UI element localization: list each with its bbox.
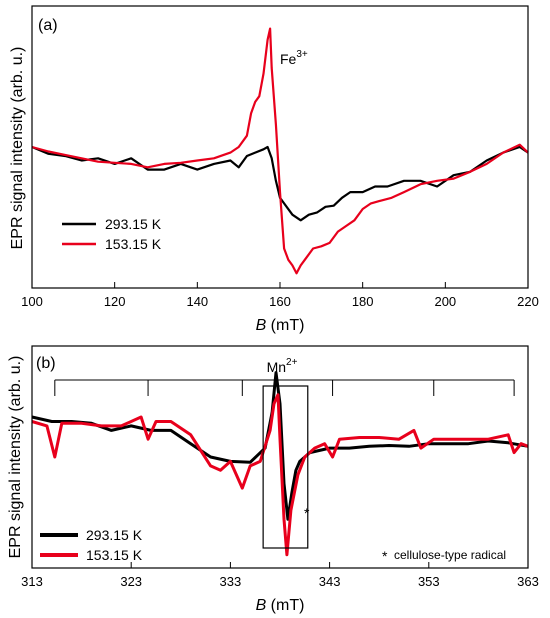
panel-b-series-153-15k-line bbox=[31, 393, 529, 557]
panel-b-x-axis-unit: (mT) bbox=[266, 597, 304, 614]
panel-a-x-axis-symbol: B bbox=[256, 317, 267, 334]
panel-a-legend-label-1: 293.15 K bbox=[105, 216, 162, 232]
panel-a-legend-label-2: 153.15 K bbox=[105, 236, 162, 252]
panel-a-y-axis-label: EPR signal intensity (arb. u.) bbox=[9, 47, 26, 250]
panel-a-x-axis-unit: (mT) bbox=[266, 317, 304, 334]
panel-b-x-tick-label-333: 333 bbox=[220, 574, 242, 589]
fe3-annotation-sup: 3+ bbox=[296, 49, 308, 60]
panel-b-x-axis-label: B (mT) bbox=[256, 597, 305, 614]
mn-hyperfine-markers bbox=[54, 379, 515, 396]
asterisk-marker: * bbox=[304, 505, 310, 521]
panel-b-legend-label-2: 153.15 K bbox=[86, 547, 143, 563]
panel-a-legend: 293.15 K 153.15 K bbox=[62, 216, 162, 252]
mn2-annotation: Mn2+ bbox=[267, 357, 298, 375]
panel-a-x-tick-label-160: 160 bbox=[269, 294, 291, 309]
panel-a-x-axis-label: B (mT) bbox=[256, 317, 305, 334]
panel-b-label: (b) bbox=[36, 355, 56, 372]
panel-a-x-tick-label-100: 100 bbox=[21, 294, 43, 309]
panel-b-x-tick-label-323: 323 bbox=[120, 574, 142, 589]
footnote-text: cellulose-type radical bbox=[394, 548, 506, 562]
fe3-annotation: Fe3+ bbox=[280, 49, 308, 67]
panel-a-x-ticks: 100 120 140 160 180 200 220 bbox=[21, 282, 539, 309]
panel-b-legend-label-1: 293.15 K bbox=[86, 527, 143, 543]
panel-b-x-tick-label-363: 363 bbox=[517, 574, 539, 589]
panel-a-x-tick-label-120: 120 bbox=[104, 294, 126, 309]
mn2-annotation-sup: 2+ bbox=[286, 357, 298, 368]
panel-b-x-tick-label-313: 313 bbox=[21, 574, 43, 589]
panel-a-x-tick-label-200: 200 bbox=[434, 294, 456, 309]
panel-b: 313 323 333 343 353 363 (b) Mn2+ * EPR signal… bbox=[7, 345, 539, 614]
panel-b-frame bbox=[31, 345, 529, 569]
panel-b-legend: 293.15 K 153.15 K bbox=[40, 527, 143, 563]
panel-a-x-tick-label-140: 140 bbox=[186, 294, 208, 309]
footnote-asterisk: * bbox=[382, 548, 388, 564]
panel-b-x-tick-label-343: 343 bbox=[319, 574, 341, 589]
panel-a-x-tick-label-220: 220 bbox=[517, 294, 539, 309]
panel-a: 100 120 140 160 180 200 220 (a) Fe3+ EPR signa… bbox=[9, 5, 539, 334]
panel-a-label: (a) bbox=[38, 17, 58, 34]
panel-b-y-axis-label: EPR signal intensity (arb. u.) bbox=[7, 356, 24, 559]
panel-b-x-axis-symbol: B bbox=[256, 597, 267, 614]
panel-a-x-tick-label-180: 180 bbox=[352, 294, 374, 309]
fe3-annotation-base: Fe bbox=[280, 51, 297, 67]
panel-b-x-tick-label-353: 353 bbox=[418, 574, 440, 589]
panel-b-series-293-15k-line bbox=[31, 371, 529, 521]
highlight-box bbox=[262, 385, 309, 549]
mn2-annotation-base: Mn bbox=[267, 359, 286, 375]
panel-a-series-153-15k-line bbox=[31, 27, 529, 275]
panel-b-x-ticks: 313 323 333 343 353 363 bbox=[21, 562, 539, 589]
panel-a-clip-region bbox=[31, 27, 529, 275]
footnote: * cellulose-type radical bbox=[382, 548, 506, 564]
panel-b-series-layer bbox=[31, 371, 529, 557]
